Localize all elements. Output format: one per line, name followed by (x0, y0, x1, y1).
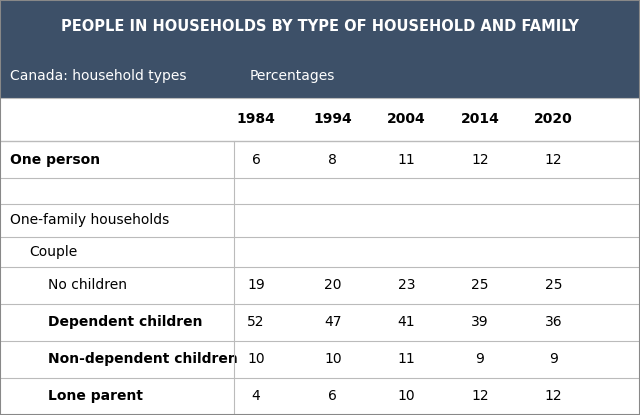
Bar (0, 267, 640, 304)
Text: 2014: 2014 (461, 112, 499, 126)
Text: 47: 47 (324, 315, 342, 330)
Text: 11: 11 (397, 153, 415, 167)
Text: 20: 20 (324, 278, 342, 292)
Text: PEOPLE IN HOUSEHOLDS BY TYPE OF HOUSEHOLD AND FAMILY: PEOPLE IN HOUSEHOLDS BY TYPE OF HOUSEHOL… (61, 20, 579, 34)
Text: Dependent children: Dependent children (48, 315, 202, 330)
Text: 23: 23 (397, 278, 415, 292)
Text: 41: 41 (397, 315, 415, 330)
Bar (0, 98, 640, 141)
Text: No children: No children (48, 278, 127, 292)
Bar (0, 141, 640, 178)
Text: 25: 25 (545, 278, 563, 292)
Text: 6: 6 (328, 389, 337, 403)
Bar (0, 304, 640, 341)
Text: 11: 11 (397, 352, 415, 366)
Text: 39: 39 (471, 315, 489, 330)
Text: Lone parent: Lone parent (48, 389, 143, 403)
Text: 8: 8 (328, 153, 337, 167)
Bar (0, 237, 640, 267)
Text: Percentages: Percentages (250, 69, 335, 83)
Text: Non-dependent children: Non-dependent children (48, 352, 237, 366)
Bar (0, 54, 640, 98)
Text: 12: 12 (545, 153, 563, 167)
Text: 10: 10 (247, 352, 265, 366)
Text: 2020: 2020 (534, 112, 573, 126)
Bar (0, 204, 640, 237)
Text: 2004: 2004 (387, 112, 426, 126)
Text: 52: 52 (247, 315, 265, 330)
Text: One person: One person (10, 153, 100, 167)
Text: 1994: 1994 (314, 112, 352, 126)
Text: Couple: Couple (29, 245, 77, 259)
Text: 9: 9 (476, 352, 484, 366)
Bar (0, 178, 640, 204)
Text: 1984: 1984 (237, 112, 275, 126)
Text: 12: 12 (471, 389, 489, 403)
Text: 9: 9 (549, 352, 558, 366)
Text: 36: 36 (545, 315, 563, 330)
Text: 4: 4 (252, 389, 260, 403)
Text: 19: 19 (247, 278, 265, 292)
Text: 10: 10 (324, 352, 342, 366)
Text: 10: 10 (397, 389, 415, 403)
Text: 12: 12 (471, 153, 489, 167)
Text: One-family households: One-family households (10, 213, 169, 227)
Text: 12: 12 (545, 389, 563, 403)
Bar (0, 378, 640, 415)
Bar (0, 0, 640, 54)
Text: 25: 25 (471, 278, 489, 292)
Text: 6: 6 (252, 153, 260, 167)
Bar (0, 341, 640, 378)
Text: Canada: household types: Canada: household types (10, 69, 186, 83)
